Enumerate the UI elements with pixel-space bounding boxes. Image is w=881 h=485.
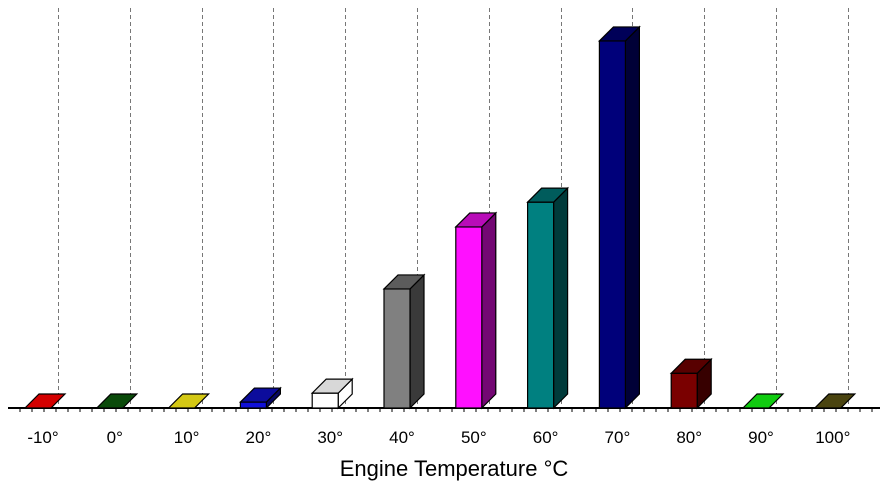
bars	[23, 25, 857, 410]
x-tick-label: 20°	[246, 428, 272, 447]
bar-top	[23, 393, 67, 409]
bar-top	[597, 26, 641, 42]
x-tick-label: 0°	[107, 428, 123, 447]
bar	[741, 393, 785, 409]
bar	[23, 393, 67, 409]
x-tick-label: 70°	[605, 428, 631, 447]
bar-front	[311, 392, 339, 409]
bar-front	[239, 401, 267, 409]
bar-front	[670, 372, 698, 409]
x-tick-label: -10°	[27, 428, 58, 447]
x-tick-labels: -10° 0° 10° 20° 30° 40° 50° 60° 70° 80° 90° 100°	[27, 428, 850, 447]
bar	[167, 393, 211, 409]
x-axis-minor-ticks	[19, 408, 873, 412]
bar-side	[409, 273, 425, 410]
bar-top	[238, 387, 282, 403]
x-tick-label: 30°	[317, 428, 343, 447]
bar	[95, 393, 139, 409]
bar-side	[552, 186, 569, 410]
bar-top	[813, 393, 857, 409]
x-tick-label: 10°	[174, 428, 200, 447]
vertical-gridlines	[58, 8, 849, 408]
bar-front	[455, 226, 483, 409]
x-tick-label: 100°	[815, 428, 850, 447]
bar-top	[167, 393, 211, 409]
bar-top	[526, 187, 570, 203]
bar-top	[741, 393, 785, 409]
bar-front	[383, 288, 411, 409]
bar-top	[382, 274, 426, 290]
bar-top	[454, 212, 498, 228]
bar-side	[481, 211, 497, 410]
x-tick-label: 90°	[748, 428, 774, 447]
bar	[310, 377, 354, 410]
bar	[454, 211, 498, 410]
bar	[813, 393, 857, 409]
x-tick-label: 50°	[461, 428, 487, 447]
bar	[597, 25, 641, 410]
bar-top	[310, 378, 354, 394]
x-axis-title: Engine Temperature °C	[340, 456, 569, 481]
x-tick-label: 80°	[676, 428, 702, 447]
bar-side	[624, 25, 641, 410]
bar	[526, 186, 570, 410]
bar	[382, 273, 426, 410]
bar	[238, 386, 282, 410]
x-tick-label: 40°	[389, 428, 415, 447]
bar-top	[669, 358, 713, 374]
x-tick-label: 60°	[533, 428, 559, 447]
bar-front	[526, 201, 555, 409]
bar-front	[598, 40, 627, 409]
bar-top	[95, 393, 139, 409]
x-axis	[8, 407, 880, 412]
bar	[669, 357, 713, 410]
